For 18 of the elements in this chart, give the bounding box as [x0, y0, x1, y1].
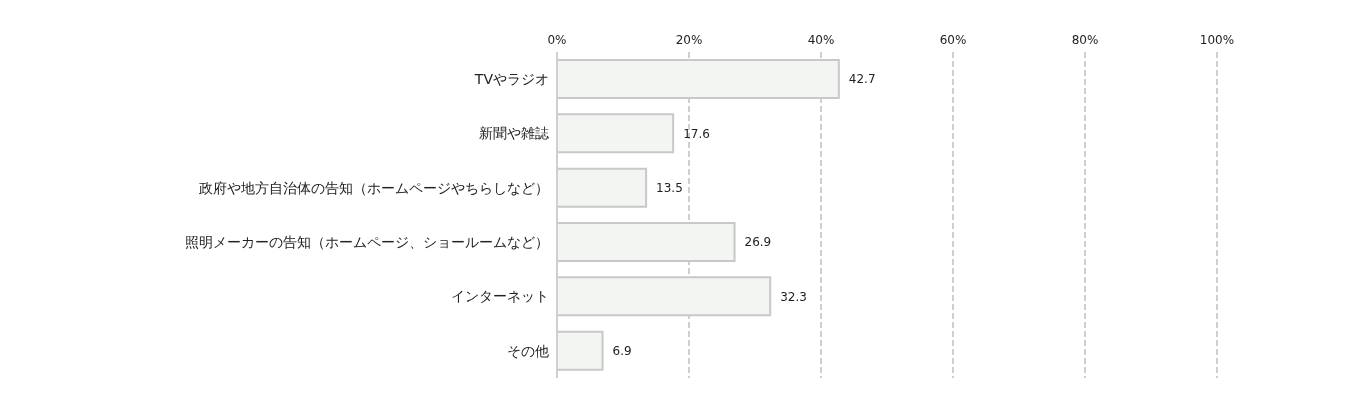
- x-tick-label: 100%: [1199, 33, 1235, 47]
- y-tick-label: 政府や地方自治体の告知（ホームページやちらしなど）: [199, 179, 549, 196]
- y-tick-label: インターネット: [451, 288, 549, 305]
- x-tick-label: 40%: [807, 33, 835, 47]
- y-tick-label: 新聞や雑誌: [479, 125, 549, 142]
- data-label: 13.5: [656, 180, 683, 195]
- data-label: 26.9: [744, 235, 772, 250]
- data-label: 6.9: [612, 343, 632, 358]
- data-label: 42.7: [848, 72, 876, 87]
- x-tick-label: 80%: [1071, 33, 1099, 47]
- x-tick-label: 20%: [675, 33, 703, 47]
- y-tick-label: その他: [507, 342, 549, 359]
- x-tick-label: 0%: [547, 33, 567, 47]
- y-tick-label: TVやラジオ: [473, 71, 549, 88]
- data-label: 32.3: [780, 289, 807, 304]
- y-tick-label: 照明メーカーの告知（ホームページ、ショールームなど）: [185, 234, 549, 251]
- x-tick-label: 60%: [939, 33, 967, 47]
- data-label: 17.6: [683, 126, 710, 141]
